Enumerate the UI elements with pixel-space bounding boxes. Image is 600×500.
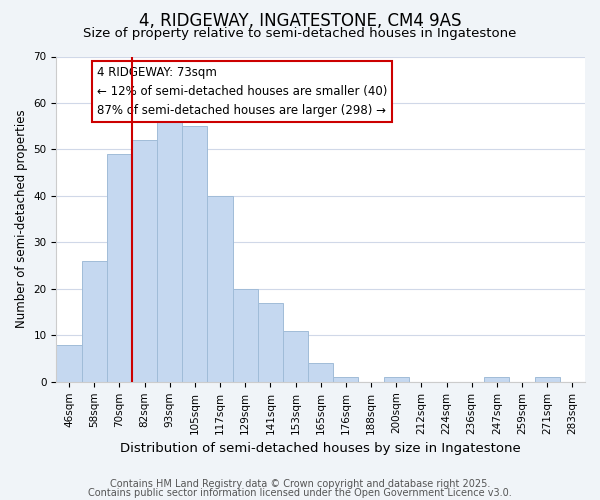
Bar [308,363,333,382]
Bar [182,126,208,382]
Bar [283,330,308,382]
Bar [157,112,182,382]
Text: Contains public sector information licensed under the Open Government Licence v3: Contains public sector information licen… [88,488,512,498]
Y-axis label: Number of semi-detached properties: Number of semi-detached properties [15,110,28,328]
Bar [107,154,132,382]
Bar [258,303,283,382]
Bar [333,377,358,382]
Bar [383,377,409,382]
Bar [82,261,107,382]
Text: Contains HM Land Registry data © Crown copyright and database right 2025.: Contains HM Land Registry data © Crown c… [110,479,490,489]
Bar [132,140,157,382]
Bar [56,344,82,382]
Text: 4, RIDGEWAY, INGATESTONE, CM4 9AS: 4, RIDGEWAY, INGATESTONE, CM4 9AS [139,12,461,30]
Bar [233,289,258,382]
Bar [535,377,560,382]
Bar [208,196,233,382]
X-axis label: Distribution of semi-detached houses by size in Ingatestone: Distribution of semi-detached houses by … [121,442,521,455]
Text: 4 RIDGEWAY: 73sqm
← 12% of semi-detached houses are smaller (40)
87% of semi-det: 4 RIDGEWAY: 73sqm ← 12% of semi-detached… [97,66,387,117]
Bar [484,377,509,382]
Text: Size of property relative to semi-detached houses in Ingatestone: Size of property relative to semi-detach… [83,28,517,40]
